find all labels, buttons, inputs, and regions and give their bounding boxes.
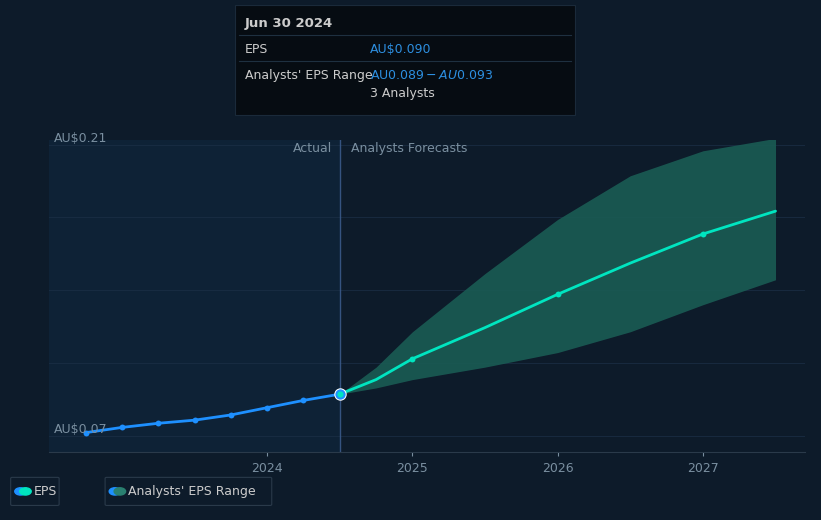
Point: [115, 423, 128, 432]
Text: Analysts' EPS Range: Analysts' EPS Range: [128, 485, 255, 498]
Text: EPS: EPS: [34, 485, 57, 498]
Point: [333, 390, 346, 398]
Point: [333, 390, 346, 398]
Point: [188, 416, 201, 424]
Bar: [49, 140, 340, 452]
Point: [406, 355, 419, 363]
Point: [696, 230, 709, 238]
Text: Actual: Actual: [293, 142, 333, 155]
Point: [79, 428, 92, 437]
Text: AU$0.21: AU$0.21: [53, 132, 107, 145]
Text: Jun 30 2024: Jun 30 2024: [245, 17, 333, 30]
Text: Analysts' EPS Range: Analysts' EPS Range: [245, 69, 372, 82]
Point: [152, 419, 165, 427]
Text: 3 Analysts: 3 Analysts: [370, 87, 435, 100]
Point: [297, 396, 310, 405]
Text: AU$0.089 - AU$0.093: AU$0.089 - AU$0.093: [370, 69, 493, 82]
Text: Analysts Forecasts: Analysts Forecasts: [351, 142, 468, 155]
Point: [333, 390, 346, 398]
Text: AU$0.090: AU$0.090: [370, 43, 432, 56]
Point: [551, 290, 564, 298]
Text: AU$0.07: AU$0.07: [53, 423, 108, 436]
Point: [333, 390, 346, 398]
Point: [260, 404, 273, 412]
Text: EPS: EPS: [245, 43, 268, 56]
Point: [224, 411, 237, 419]
